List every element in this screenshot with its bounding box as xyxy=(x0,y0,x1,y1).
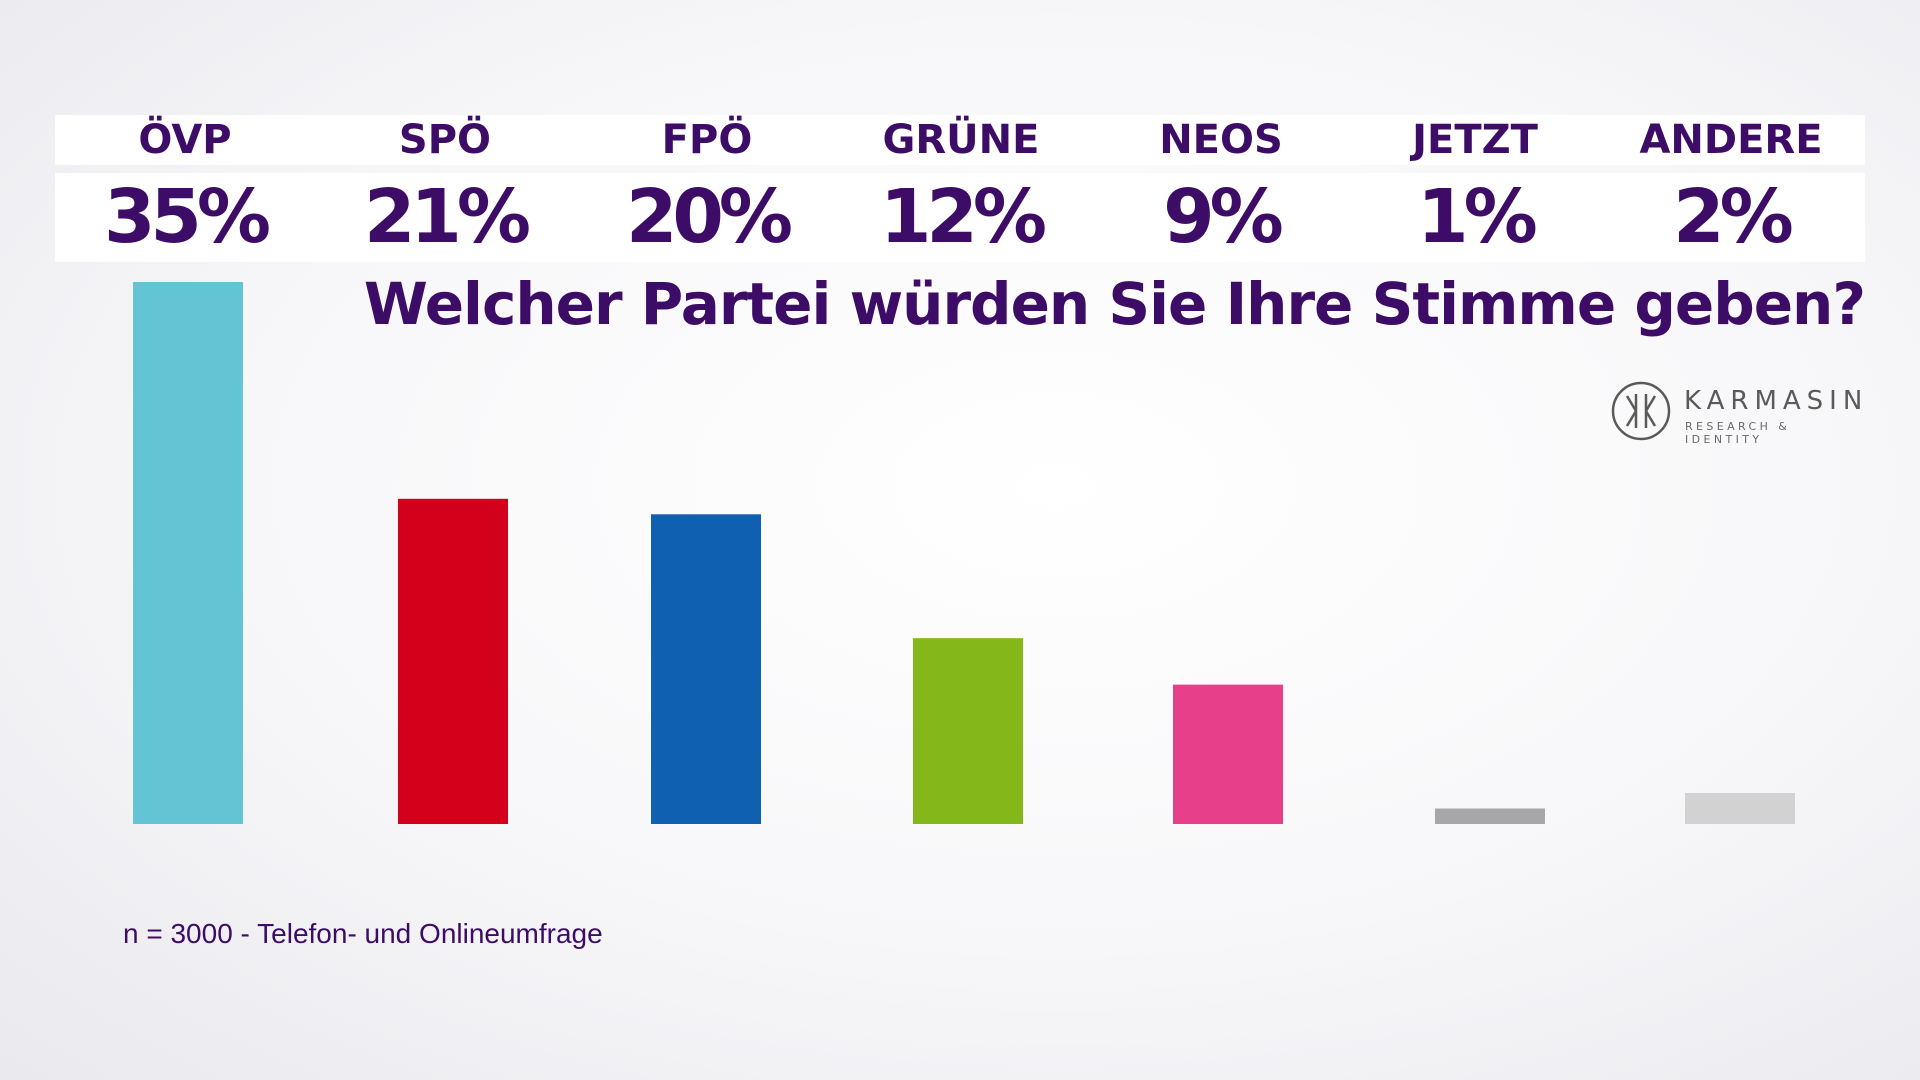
party-label-neos: NEOS xyxy=(1159,117,1283,163)
percentage-label-fpoe: 20% xyxy=(625,174,793,260)
percentage-label-andere: 2% xyxy=(1673,174,1794,260)
karmasin-logo: KARMASIN RESEARCH & IDENTITY xyxy=(1610,380,1870,446)
logo-name: KARMASIN xyxy=(1684,386,1869,416)
bar-fpoe xyxy=(651,514,761,824)
percentage-label-oevp: 35% xyxy=(103,174,271,260)
karmasin-logo-icon xyxy=(1611,381,1671,441)
party-header-row: ÖVP SPÖ FPÖ GRÜNE NEOS JETZT ANDERE xyxy=(55,115,1865,165)
party-label-spoe: SPÖ xyxy=(398,117,492,163)
party-label-gruene: GRÜNE xyxy=(882,117,1040,163)
chart-title: Welcher Partei würden Sie Ihre Stimme ge… xyxy=(363,270,1866,338)
percentage-header-row: 35% 21% 20% 12% 9% 1% 2% xyxy=(55,173,1865,262)
sample-footnote: n = 3000 - Telefon- und Onlineumfrage xyxy=(123,918,603,949)
percentage-label-gruene: 12% xyxy=(879,174,1047,260)
percentage-label-spoe: 21% xyxy=(363,174,531,260)
party-label-jetzt: JETZT xyxy=(1412,117,1538,163)
bar-andere xyxy=(1685,793,1795,824)
percentage-label-jetzt: 1% xyxy=(1417,174,1538,260)
bar-neos xyxy=(1173,684,1283,824)
party-label-fpoe: FPÖ xyxy=(661,117,753,163)
bar-spoe xyxy=(398,498,508,824)
party-label-oevp: ÖVP xyxy=(138,117,232,163)
percentage-label-neos: 9% xyxy=(1163,174,1284,260)
bar-jetzt xyxy=(1435,808,1545,824)
logo-tagline: RESEARCH & IDENTITY xyxy=(1685,420,1791,446)
bar-gruene xyxy=(913,638,1023,824)
party-label-andere: ANDERE xyxy=(1639,117,1823,163)
bar-oevp xyxy=(133,282,243,824)
